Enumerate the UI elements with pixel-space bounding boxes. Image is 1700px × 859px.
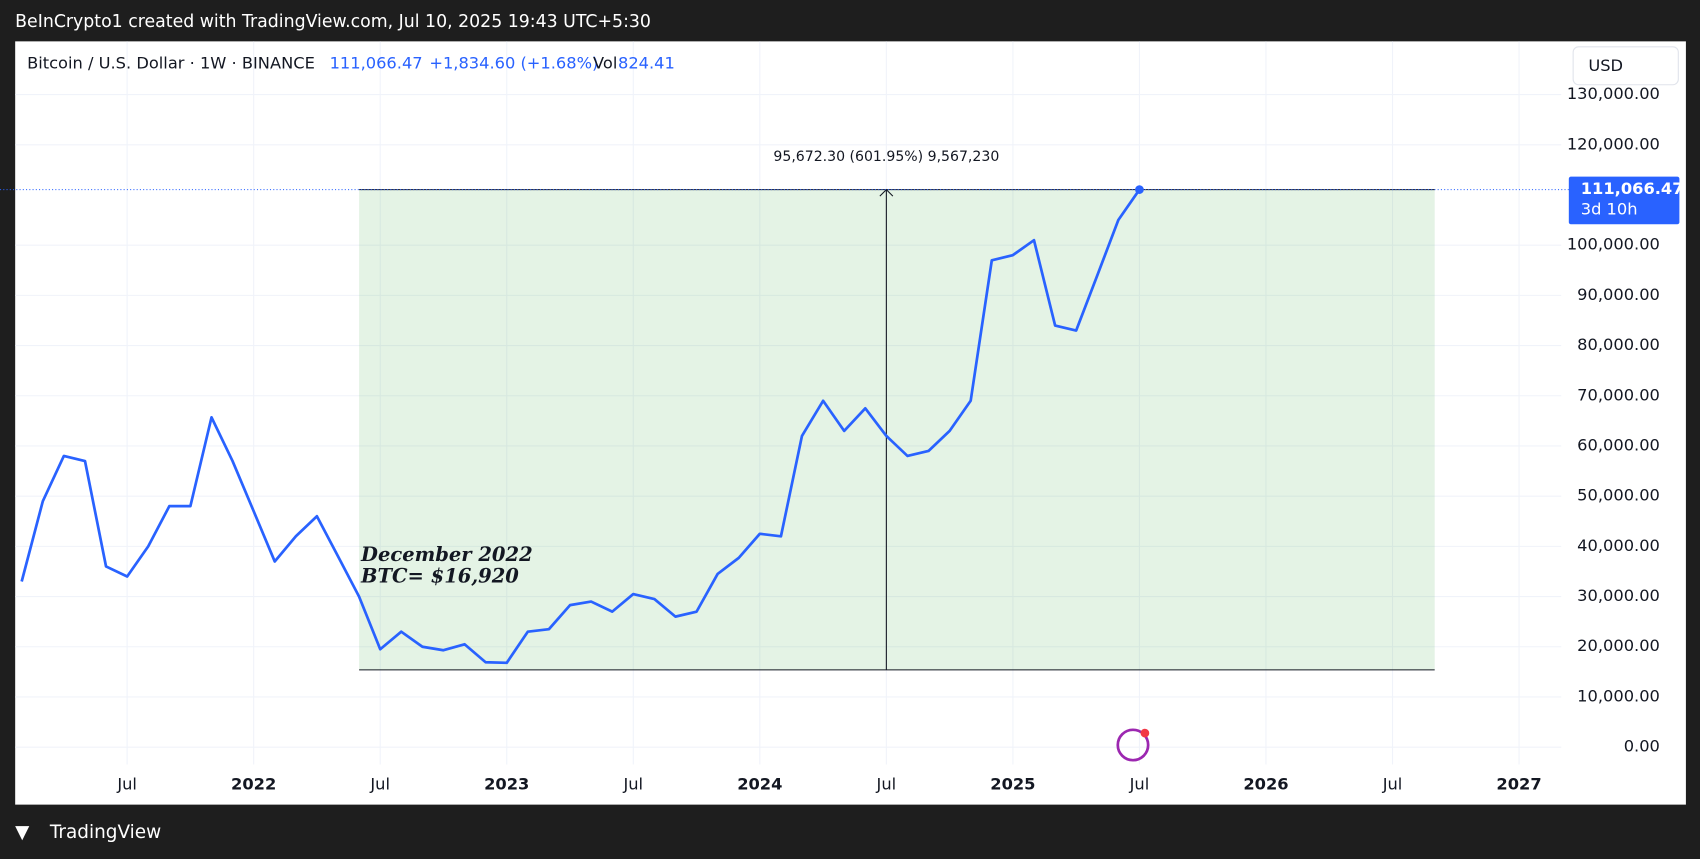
notification-dot	[1140, 728, 1150, 738]
assistant-icon[interactable]	[1116, 728, 1150, 762]
measure-label: 95,672.30 (601.95%) 9,567,230	[773, 149, 999, 165]
annotation-line: BTC= $16,920	[360, 564, 519, 587]
y-tick-label: 90,000.00	[1577, 285, 1660, 304]
price-tag-label: 111,066.47	[1581, 179, 1684, 198]
y-tick-label: 130,000.00	[1567, 84, 1660, 103]
x-tick-label: 2026	[1243, 775, 1288, 794]
currency-button[interactable]	[1572, 46, 1679, 86]
plot: 0.00 10,000.00 20,000.00 30,000.00 40,000.00…	[0, 41, 1684, 794]
y-tick-label: 40,000.00	[1577, 536, 1660, 555]
x-tick-label: 2027	[1496, 775, 1541, 794]
y-tick-label: 120,000.00	[1567, 134, 1660, 153]
price-tag	[1568, 176, 1680, 225]
x-tick-label: 2022	[231, 775, 276, 794]
x-tick-label: Jul	[876, 775, 897, 794]
legend-change: +1,834.60 (+1.68%)	[429, 54, 598, 73]
header: BeInCrypto1 created with TradingView.com…	[15, 12, 651, 32]
y-tick-label: 10,000.00	[1577, 686, 1660, 705]
y-tick-label: 100,000.00	[1567, 235, 1660, 254]
x-tick-label: Jul	[369, 775, 390, 794]
x-tick-label: Jul	[1129, 775, 1150, 794]
legend-symbol: Bitcoin / U.S. Dollar · 1W · BINANCE	[27, 54, 315, 73]
y-tick-label: 20,000.00	[1577, 636, 1660, 655]
y-tick-label: 0.00	[1624, 737, 1660, 756]
overlay: Bitcoin / U.S. Dollar · 1W · BINANCE 111…	[15, 46, 1679, 843]
last-point	[1135, 185, 1144, 194]
legend-vol: 824.41	[618, 54, 675, 73]
annotation-line: December 2022	[360, 543, 533, 566]
measure-arrowhead	[879, 188, 894, 197]
x-tick-label: Jul	[116, 775, 137, 794]
legend-last: 111,066.47	[330, 54, 423, 73]
y-tick-label: 50,000.00	[1577, 486, 1660, 505]
y-tick-label: 60,000.00	[1577, 435, 1660, 454]
currency[interactable]: USD	[1588, 56, 1623, 75]
x-tick-label: 2023	[484, 775, 529, 794]
y-tick-label: 80,000.00	[1577, 335, 1660, 354]
price-line-series	[20, 188, 1141, 665]
legend-vol-label: Vol	[593, 54, 617, 73]
x-tick-label: Jul	[1382, 775, 1403, 794]
measure-range	[359, 189, 1435, 670]
x-tick-label: Jul	[622, 775, 643, 794]
x-tick-label: 2025	[990, 775, 1035, 794]
price-tag-countdown: 3d 10h	[1581, 200, 1638, 219]
footer-logo: ▼	[15, 822, 30, 843]
y-tick-label: 70,000.00	[1577, 385, 1660, 404]
x-tick-label: 2024	[737, 775, 782, 794]
y-tick-label: 30,000.00	[1577, 586, 1660, 605]
footer: TradingView	[49, 822, 161, 843]
